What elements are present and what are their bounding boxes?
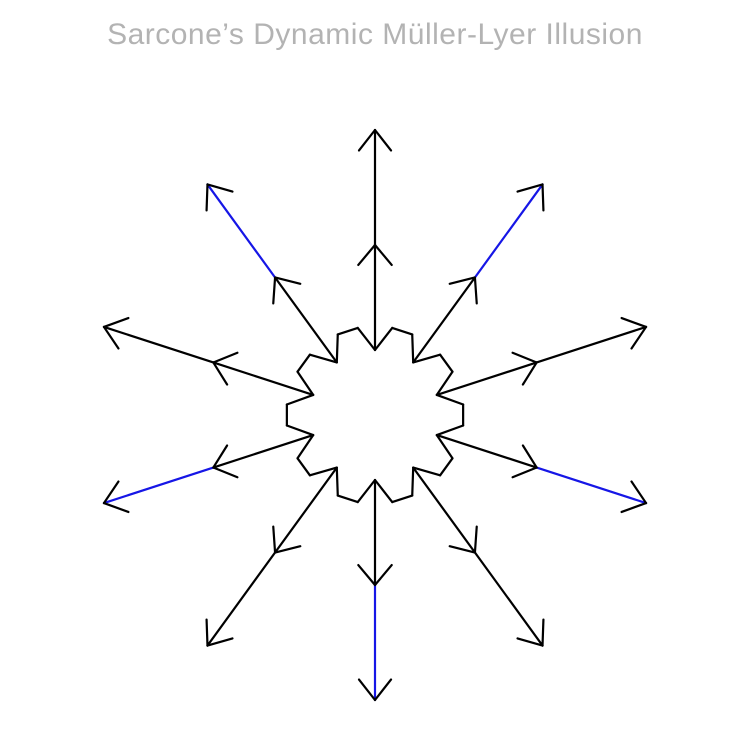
illusion-svg [0, 0, 750, 747]
illusion-container: Sarcone’s Dynamic Müller-Lyer Illusion [0, 0, 750, 747]
